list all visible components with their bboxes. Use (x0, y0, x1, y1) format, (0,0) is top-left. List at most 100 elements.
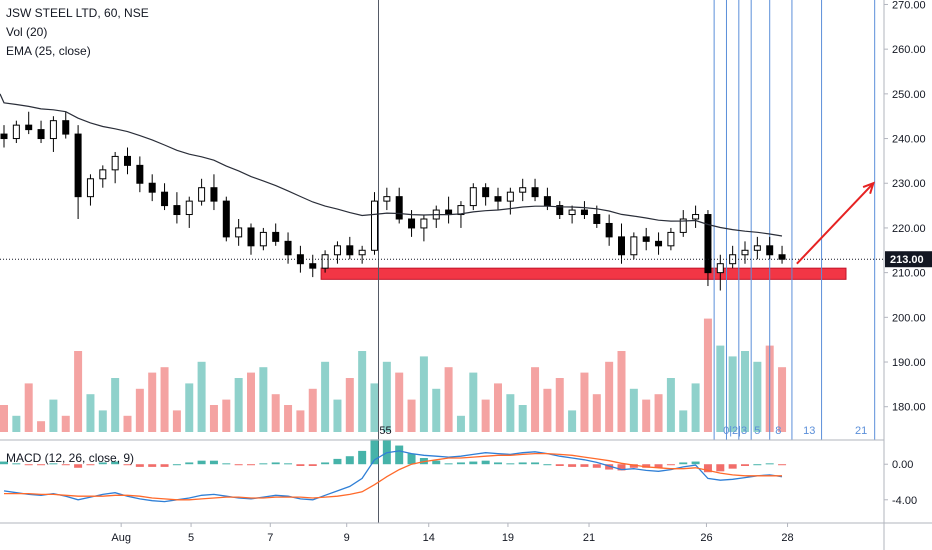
volume-legend[interactable]: Vol (20) (6, 25, 48, 39)
macd-histogram-bar (629, 464, 638, 468)
fib-time-label: 5 (754, 425, 760, 437)
macd-tick-label: 0.00 (892, 459, 913, 471)
volume-bar (481, 399, 490, 432)
projection-arrow[interactable] (796, 181, 875, 265)
candle-body (667, 231, 675, 247)
fib-time-label: 13 (803, 425, 815, 437)
volume-bar (444, 367, 453, 432)
macd-histogram-bar (148, 464, 157, 467)
candle-body (753, 245, 761, 251)
volume-bar (61, 415, 70, 432)
volume-bar (580, 372, 589, 432)
candle-body (605, 222, 613, 238)
candle-body (124, 155, 131, 166)
macd-histogram-bar (642, 464, 651, 468)
price-tick-label: 250.00 (892, 89, 926, 101)
candle-body (704, 214, 712, 274)
volume-bar (49, 399, 58, 432)
macd-legend[interactable]: MACD (12, 26, close, 9) (6, 451, 135, 465)
volume-bar (321, 361, 330, 432)
candle-body (74, 133, 82, 198)
macd-histogram-bar (271, 462, 280, 465)
candle-body (445, 209, 453, 216)
volume-bar (642, 399, 651, 432)
candle-body (333, 245, 341, 256)
volume-bar (432, 388, 441, 432)
macd-histogram-bar (135, 464, 144, 467)
candle-body (235, 227, 243, 238)
candlesticks (0, 111, 786, 291)
volume-bar (753, 361, 762, 432)
macd-histogram-bar (0, 461, 8, 465)
arrow-shaft (796, 182, 875, 265)
macd-histogram-bar (543, 464, 552, 466)
fib-time-zones[interactable]: 0|2|3 5 8 13 21 (713, 0, 876, 440)
volume-bar (259, 367, 268, 432)
macd-histogram-bar (308, 464, 317, 466)
fib-time-label: 0|2|3 (723, 425, 747, 437)
volume-bar (395, 372, 404, 432)
volume-bars (0, 318, 787, 432)
volume-bar (592, 394, 601, 432)
macd-histogram-bar (580, 464, 589, 467)
macd-histogram-bar (247, 464, 255, 466)
volume-bar (86, 394, 95, 432)
macd-histogram-bar (778, 464, 787, 466)
volume-bar (197, 361, 206, 432)
macd-histogram-bar (49, 463, 58, 465)
candle-body (0, 133, 8, 140)
last-price-tag (885, 251, 932, 268)
price-tick-label: 180.00 (892, 402, 926, 414)
macd-line (3, 450, 783, 503)
time-tick-label: 26 (700, 532, 712, 544)
volume-bar (308, 388, 317, 432)
candle-body (136, 164, 144, 184)
volume-bar (0, 405, 8, 432)
fib-time-label: 21 (855, 425, 867, 437)
time-tick-label: 21 (583, 532, 595, 544)
candle-body (580, 209, 588, 216)
candle-body (371, 200, 378, 251)
candle-body (741, 249, 749, 256)
candle-body (679, 218, 687, 233)
volume-bar (629, 388, 638, 432)
support-rect (320, 267, 847, 280)
macd-histogram-bar (172, 464, 181, 466)
volume-bar (741, 351, 749, 432)
volume-bar (37, 421, 46, 432)
macd-histogram-bar (259, 463, 268, 465)
macd-histogram-bar (666, 464, 675, 466)
volume-bar (172, 410, 181, 432)
candle-body (148, 182, 156, 193)
macd-histogram-bar (284, 463, 293, 465)
candle-body (469, 187, 477, 207)
volume-bar (98, 410, 107, 432)
candle-body (642, 236, 650, 242)
symbol-title[interactable]: JSW STEEL LTD, 60, NSE (6, 6, 149, 20)
candle-body (506, 191, 514, 202)
volume-bar (382, 361, 391, 432)
macd-histogram-bar (617, 464, 626, 471)
macd-histogram-bar (531, 462, 540, 465)
macd-histogram-bar (716, 464, 725, 472)
candle-body (408, 218, 416, 229)
last-price-line: 213.00 (0, 251, 932, 268)
volume-bar (494, 383, 502, 432)
support-zone[interactable] (320, 267, 847, 280)
ema-line (0, 93, 783, 237)
volume-bar (185, 383, 194, 432)
candle-body (12, 124, 20, 140)
candle-body (655, 240, 663, 247)
macd-histogram-bar (358, 450, 367, 465)
vertical-line[interactable]: 55 (378, 0, 392, 523)
candle-body (420, 218, 428, 229)
time-tick-label: 14 (423, 532, 435, 544)
ema-legend[interactable]: EMA (25, close) (6, 44, 91, 58)
arrow-head (862, 181, 875, 194)
vertical-marker-label: 55 (379, 425, 391, 437)
candle-body (519, 187, 527, 193)
time-tick-label: 5 (188, 532, 194, 544)
macd-histogram-bar (333, 458, 342, 465)
price-tick-label: 260.00 (892, 44, 926, 56)
